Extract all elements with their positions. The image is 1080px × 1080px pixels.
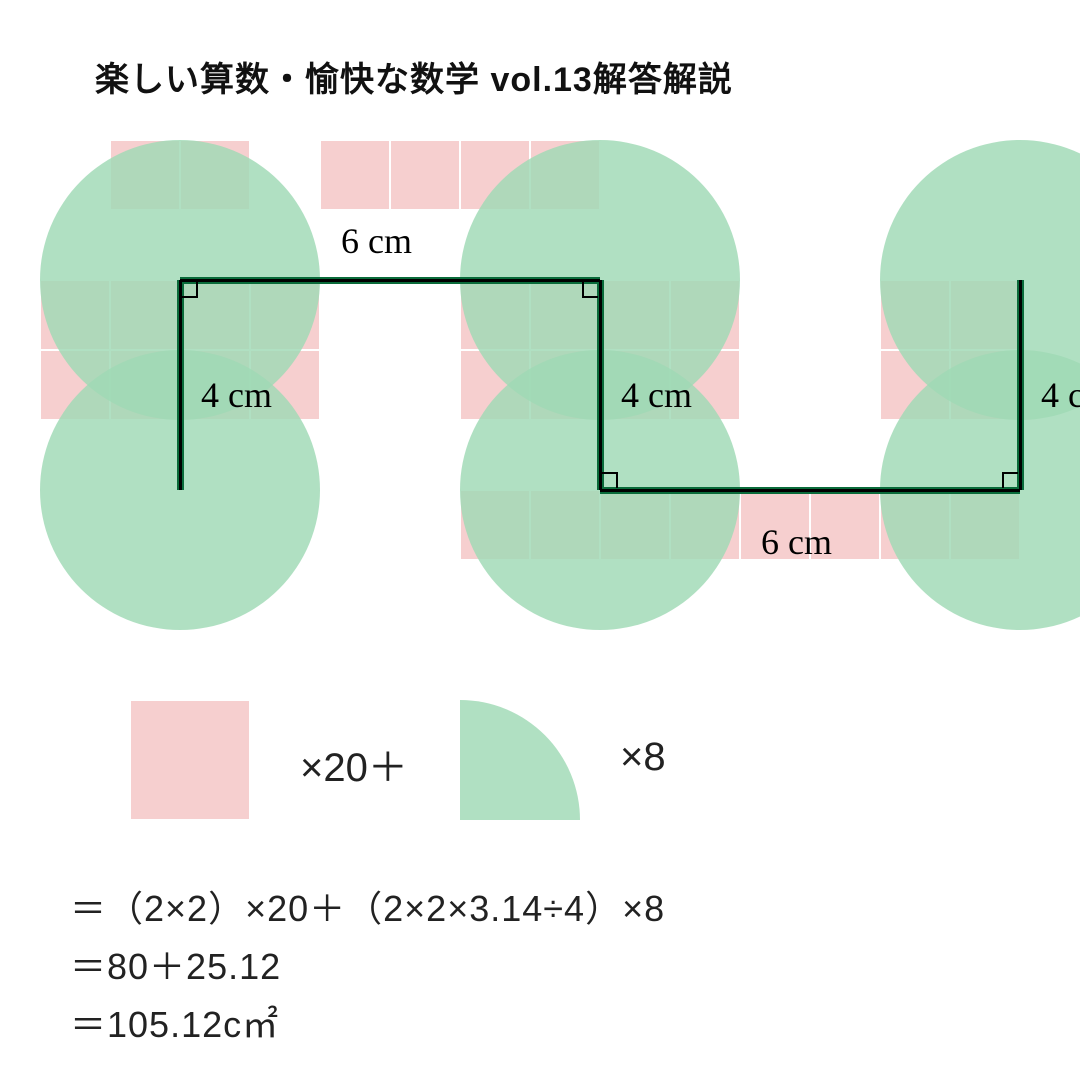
grid-square bbox=[390, 140, 460, 210]
path-segment bbox=[1019, 280, 1022, 490]
path-segment bbox=[600, 489, 1020, 492]
calc-line-3: ＝105.12c㎡ bbox=[70, 996, 279, 1048]
right-angle-marker bbox=[582, 282, 598, 298]
path-segment bbox=[179, 280, 182, 490]
page-title: 楽しい算数・愉快な数学 vol.13解答解説 bbox=[95, 52, 733, 101]
path-segment bbox=[180, 279, 600, 282]
path-segment bbox=[599, 280, 602, 490]
dimension-label: 4 cm bbox=[1041, 374, 1080, 416]
dimension-label: 4 cm bbox=[201, 374, 272, 416]
dimension-label: 6 cm bbox=[341, 220, 412, 262]
dimension-label: 6 cm bbox=[761, 521, 832, 563]
calc-line-2: ＝80＋25.12 bbox=[70, 938, 281, 990]
main-diagram: 6 cm4 cm4 cm4 cm6 cm bbox=[40, 140, 1040, 660]
legend-row: ×20＋ ×8 bbox=[130, 690, 950, 850]
legend-quarter-count: ×8 bbox=[620, 735, 666, 780]
calc-line-1: ＝（2×2）×20＋（2×2×3.14÷4）×8 bbox=[70, 880, 665, 932]
legend-quarter-circle-icon bbox=[450, 690, 590, 830]
grid-square bbox=[320, 140, 390, 210]
legend-square-icon bbox=[130, 700, 250, 820]
page-root: 楽しい算数・愉快な数学 vol.13解答解説 6 cm 4 cm 4 cm 4 cm 6… bbox=[0, 0, 1080, 1080]
dimension-label: 4 cm bbox=[621, 374, 692, 416]
right-angle-marker bbox=[602, 472, 618, 488]
legend-square-count: ×20＋ bbox=[300, 735, 408, 793]
right-angle-marker bbox=[182, 282, 198, 298]
right-angle-marker bbox=[1002, 472, 1018, 488]
